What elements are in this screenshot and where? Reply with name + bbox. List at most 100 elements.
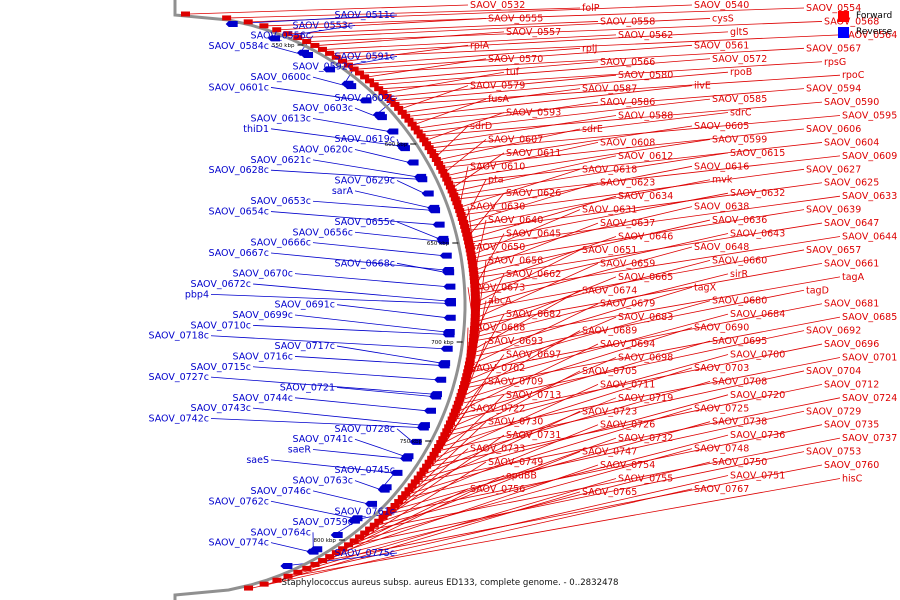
gene-label-SAOV_0604[interactable]: SAOV_0604 xyxy=(824,137,879,148)
gene-label-SAOV_0680[interactable]: SAOV_0680 xyxy=(712,296,767,307)
gene-label-folP[interactable]: folP xyxy=(582,3,600,14)
gene-label-SAOV_0643[interactable]: SAOV_0643 xyxy=(730,229,785,240)
gene-label-SAOV_0662[interactable]: SAOV_0662 xyxy=(506,269,561,280)
gene-label-SAOV_0719[interactable]: SAOV_0719 xyxy=(618,393,673,404)
gene-label-SAOV_0611[interactable]: SAOV_0611 xyxy=(506,148,561,159)
gene-label-SAOV_0645[interactable]: SAOV_0645 xyxy=(506,229,561,240)
gene-label-abcA[interactable]: abcA xyxy=(488,296,512,307)
gene-label-SAOV_0685[interactable]: SAOV_0685 xyxy=(842,312,897,323)
gene-label-SAOV_0704[interactable]: SAOV_0704 xyxy=(806,366,861,377)
gene-label-SAOV_0705[interactable]: SAOV_0705 xyxy=(582,366,637,377)
gene-label-SAOV_0729[interactable]: SAOV_0729 xyxy=(806,406,861,417)
gene-label-SAOV_0591c[interactable]: SAOV_0591c xyxy=(335,51,396,62)
gene-label-SAOV_0718c[interactable]: SAOV_0718c xyxy=(149,331,210,342)
gene-label-SAOV_0747[interactable]: SAOV_0747 xyxy=(582,447,637,458)
gene-label-SAOV_0580[interactable]: SAOV_0580 xyxy=(618,70,673,81)
gene-label-SAOV_0701[interactable]: SAOV_0701 xyxy=(842,352,897,363)
gene-label-SAOV_0553c[interactable]: SAOV_0553c xyxy=(293,20,354,31)
gene-label-SAOV_0609[interactable]: SAOV_0609 xyxy=(842,151,897,162)
gene-label-SAOV_0650[interactable]: SAOV_0650 xyxy=(470,242,525,253)
gene-label-SAOV_0711[interactable]: SAOV_0711 xyxy=(600,379,655,390)
gene-label-SAOV_0670c[interactable]: SAOV_0670c xyxy=(233,269,294,280)
gene-label-SAOV_0656c[interactable]: SAOV_0656c xyxy=(293,227,354,238)
gene-label-sdrC[interactable]: sdrC xyxy=(730,108,752,119)
gene-label-SAOV_0595[interactable]: SAOV_0595 xyxy=(842,111,897,122)
gene-label-SAOV_0682[interactable]: SAOV_0682 xyxy=(506,309,561,320)
gene-label-SAOV_0668c[interactable]: SAOV_0668c xyxy=(335,258,396,269)
gene-label-SAOV_0710c[interactable]: SAOV_0710c xyxy=(191,320,252,331)
gene-label-mvk[interactable]: mvk xyxy=(712,175,733,186)
gene-label-SAOV_0557[interactable]: SAOV_0557 xyxy=(506,27,561,38)
gene-label-SAOV_0732[interactable]: SAOV_0732 xyxy=(618,433,673,444)
gene-label-tagA[interactable]: tagA xyxy=(842,272,865,283)
gene-label-SAOV_0636[interactable]: SAOV_0636 xyxy=(712,215,767,226)
gene-label-SAOV_0723[interactable]: SAOV_0723 xyxy=(582,406,637,417)
gene-label-SAOV_0661[interactable]: SAOV_0661 xyxy=(824,258,879,269)
gene-label-SAOV_0587[interactable]: SAOV_0587 xyxy=(582,84,637,95)
gene-label-SAOV_0754[interactable]: SAOV_0754 xyxy=(600,460,655,471)
gene-label-SAOV_0634[interactable]: SAOV_0634 xyxy=(618,191,673,202)
gene-label-SAOV_0600c[interactable]: SAOV_0600c xyxy=(251,72,312,83)
gene-label-SAOV_0594[interactable]: SAOV_0594 xyxy=(806,84,861,95)
gene-label-pbp4[interactable]: pbp4 xyxy=(185,289,209,300)
gene-label-SAOV_0775c[interactable]: SAOV_0775c xyxy=(335,548,396,559)
gene-label-SAOV_0726[interactable]: SAOV_0726 xyxy=(600,420,655,431)
gene-label-SAOV_0717c[interactable]: SAOV_0717c xyxy=(275,341,336,352)
gene-label-SAOV_0655c[interactable]: SAOV_0655c xyxy=(335,217,396,228)
gene-label-fusA[interactable]: fusA xyxy=(488,94,509,105)
gene-label-SAOV_0630[interactable]: SAOV_0630 xyxy=(470,202,525,213)
gene-label-SAOV_0586[interactable]: SAOV_0586 xyxy=(600,97,655,108)
gene-label-SAOV_0733[interactable]: SAOV_0733 xyxy=(470,444,525,455)
gene-label-SAOV_0666c[interactable]: SAOV_0666c xyxy=(251,238,312,249)
gene-label-SAOV_0626[interactable]: SAOV_0626 xyxy=(506,188,561,199)
gene-label-SAOV_0659[interactable]: SAOV_0659 xyxy=(600,258,655,269)
gene-label-tagX[interactable]: tagX xyxy=(694,282,717,293)
gene-label-SAOV_0632[interactable]: SAOV_0632 xyxy=(730,188,785,199)
gene-label-SAOV_0588[interactable]: SAOV_0588 xyxy=(618,111,673,122)
gene-label-SAOV_0725[interactable]: SAOV_0725 xyxy=(694,403,749,414)
gene-label-SAOV_0764c[interactable]: SAOV_0764c xyxy=(251,527,312,538)
gene-label-SAOV_0620c[interactable]: SAOV_0620c xyxy=(293,145,354,156)
gene-label-SAOV_0762c[interactable]: SAOV_0762c xyxy=(209,496,270,507)
gene-label-SAOV_0593[interactable]: SAOV_0593 xyxy=(506,108,561,119)
gene-label-SAOV_0618[interactable]: SAOV_0618 xyxy=(582,164,637,175)
gene-label-gltS[interactable]: gltS xyxy=(730,27,748,38)
gene-label-rpoB[interactable]: rpoB xyxy=(730,67,752,78)
gene-label-SAOV_0698[interactable]: SAOV_0698 xyxy=(618,352,673,363)
gene-label-SAOV_0613c[interactable]: SAOV_0613c xyxy=(251,113,312,124)
gene-label-SAOV_0692[interactable]: SAOV_0692 xyxy=(806,326,861,337)
gene-label-SAOV_0745c[interactable]: SAOV_0745c xyxy=(335,465,396,476)
gene-label-SAOV_0700[interactable]: SAOV_0700 xyxy=(730,349,785,360)
gene-label-SAOV_0585[interactable]: SAOV_0585 xyxy=(712,94,767,105)
gene-label-SAOV_0511c[interactable]: SAOV_0511c xyxy=(335,10,396,21)
gene-label-SAOV_0684[interactable]: SAOV_0684 xyxy=(730,309,785,320)
gene-label-sirR[interactable]: sirR xyxy=(730,269,748,280)
gene-label-SAOV_0738[interactable]: SAOV_0738 xyxy=(712,417,767,428)
gene-label-SAOV_0667c[interactable]: SAOV_0667c xyxy=(209,248,270,259)
gene-label-SAOV_0637[interactable]: SAOV_0637 xyxy=(600,218,655,229)
gene-label-SAOV_0638[interactable]: SAOV_0638 xyxy=(694,202,749,213)
gene-label-thiD1[interactable]: thiD1 xyxy=(243,124,269,135)
gene-label-SAOV_0688[interactable]: SAOV_0688 xyxy=(470,323,525,334)
gene-label-SAOV_0572[interactable]: SAOV_0572 xyxy=(712,54,767,65)
gene-label-SAOV_0599[interactable]: SAOV_0599 xyxy=(712,134,767,145)
gene-label-SAOV_0691c[interactable]: SAOV_0691c xyxy=(275,300,336,311)
gene-label-SAOV_0748[interactable]: SAOV_0748 xyxy=(694,444,749,455)
gene-label-SAOV_0605[interactable]: SAOV_0605 xyxy=(694,121,749,132)
gene-label-SAOV_0750[interactable]: SAOV_0750 xyxy=(712,457,767,468)
gene-label-SAOV_0727c[interactable]: SAOV_0727c xyxy=(149,372,210,383)
gene-label-SAOV_0736[interactable]: SAOV_0736 xyxy=(730,430,785,441)
gene-label-SAOV_0561[interactable]: SAOV_0561 xyxy=(694,40,749,51)
gene-label-SAOV_0619c[interactable]: SAOV_0619c xyxy=(335,134,396,145)
gene-label-SAOV_0724[interactable]: SAOV_0724 xyxy=(842,393,897,404)
gene-label-SAOV_0702[interactable]: SAOV_0702 xyxy=(470,363,525,374)
gene-label-SAOV_0735[interactable]: SAOV_0735 xyxy=(824,420,879,431)
gene-label-SAOV_0699c[interactable]: SAOV_0699c xyxy=(233,310,294,321)
gene-label-SAOV_0681[interactable]: SAOV_0681 xyxy=(824,299,879,310)
gene-label-SAOV_0556c[interactable]: SAOV_0556c xyxy=(251,31,312,42)
gene-label-SAOV_0566[interactable]: SAOV_0566 xyxy=(600,57,655,68)
gene-label-SAOV_0765[interactable]: SAOV_0765 xyxy=(582,487,637,498)
gene-label-SAOV_0602c[interactable]: SAOV_0602c xyxy=(335,93,396,104)
gene-label-SAOV_0743c[interactable]: SAOV_0743c xyxy=(191,403,252,414)
gene-label-SAOV_0774c[interactable]: SAOV_0774c xyxy=(209,538,270,549)
